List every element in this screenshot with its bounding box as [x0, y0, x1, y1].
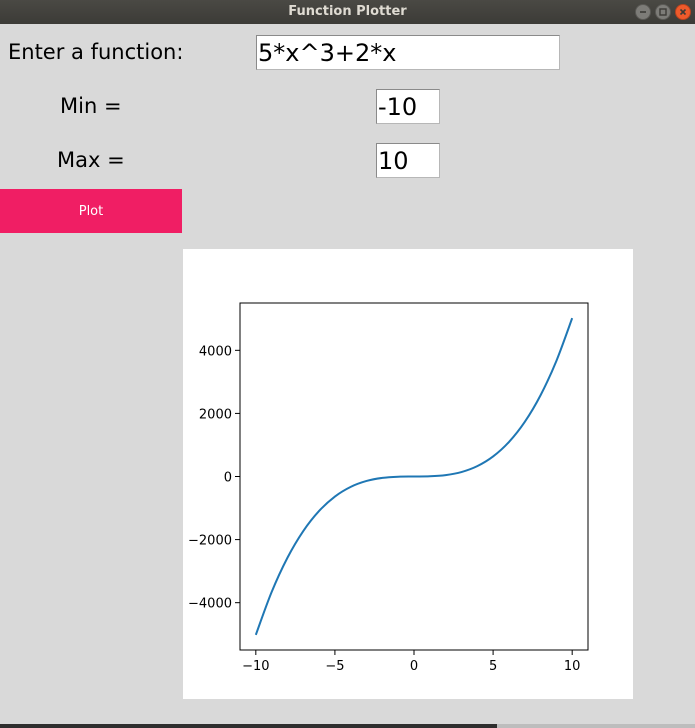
bottom-edge	[0, 724, 497, 728]
y-tick-label: 2000	[199, 407, 232, 422]
x-tick-label: 0	[410, 659, 418, 674]
plot-button[interactable]: Plot	[0, 189, 182, 233]
x-tick-label: 5	[489, 659, 497, 674]
max-label: Max =	[57, 148, 125, 172]
y-tick-label: −4000	[188, 597, 232, 612]
plot-canvas: −10 −5 0 5 10 −4000 −2000 0 2000 4000	[183, 249, 633, 699]
close-button[interactable]	[675, 4, 691, 20]
title-bar[interactable]: Function Plotter	[0, 0, 695, 24]
x-axis: −10 −5 0 5 10	[242, 650, 580, 674]
x-tick-label: −10	[242, 659, 269, 674]
y-tick-label: −2000	[188, 534, 232, 549]
y-tick-label: 4000	[199, 344, 232, 359]
max-input[interactable]	[376, 143, 440, 178]
function-input[interactable]	[256, 35, 560, 70]
bottom-edge-rest	[497, 724, 695, 728]
function-label: Enter a function:	[8, 40, 184, 64]
series-line	[254, 317, 574, 636]
maximize-icon	[659, 8, 667, 16]
function-chart: −10 −5 0 5 10 −4000 −2000 0 2000 4000	[188, 302, 589, 674]
y-axis: −4000 −2000 0 2000 4000	[188, 344, 240, 612]
min-label: Min =	[60, 94, 122, 118]
window-title: Function Plotter	[288, 4, 407, 19]
x-tick-label: −5	[325, 659, 344, 674]
minimize-button[interactable]	[635, 4, 651, 20]
minimize-icon	[640, 11, 646, 13]
min-input[interactable]	[376, 89, 440, 124]
x-tick-label: 10	[564, 659, 581, 674]
y-tick-label: 0	[224, 471, 232, 486]
maximize-button[interactable]	[655, 4, 671, 20]
close-icon	[679, 8, 687, 16]
